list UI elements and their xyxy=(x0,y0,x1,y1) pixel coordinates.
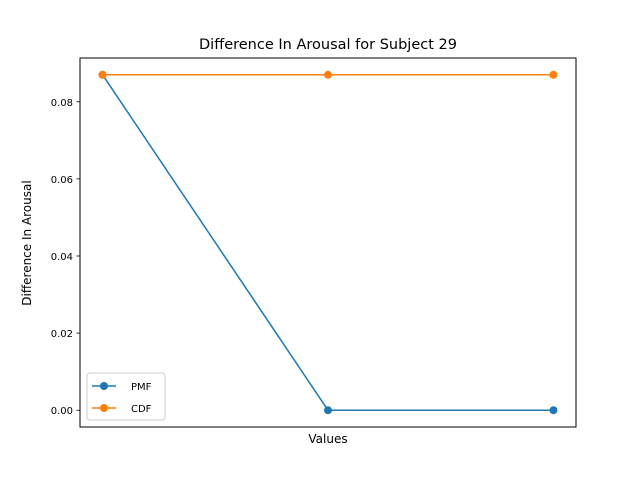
legend-box xyxy=(86,372,166,421)
y-tick-label: 0.02 xyxy=(51,329,73,340)
plot-series xyxy=(98,70,558,415)
legend-label-pmf: PMF xyxy=(131,382,152,393)
chart-title: Difference In Arousal for Subject 29 xyxy=(199,37,457,53)
y-tick-label: 0.08 xyxy=(51,98,73,109)
data-point-pmf xyxy=(324,406,332,415)
data-point-cdf xyxy=(549,70,558,79)
legend-marker-pmf xyxy=(100,382,108,390)
legend-marker-cdf xyxy=(100,404,108,412)
data-point-cdf xyxy=(324,70,332,79)
legend-label-cdf: CDF xyxy=(131,404,152,415)
plot-frame xyxy=(79,57,577,428)
legend: PMF CDF xyxy=(86,372,166,421)
data-point-pmf xyxy=(549,406,558,415)
y-tick-label: 0.00 xyxy=(51,406,73,417)
y-tick-label: 0.04 xyxy=(51,252,73,263)
x-axis-label: Values xyxy=(308,432,347,446)
series-line-pmf xyxy=(101,74,554,411)
y-axis-ticks: 0.00 0.02 0.04 0.06 0.08 xyxy=(51,98,80,417)
y-tick-label: 0.06 xyxy=(51,175,73,186)
y-axis-label: Difference In Arousal xyxy=(20,180,34,305)
data-point-cdf xyxy=(98,70,107,79)
